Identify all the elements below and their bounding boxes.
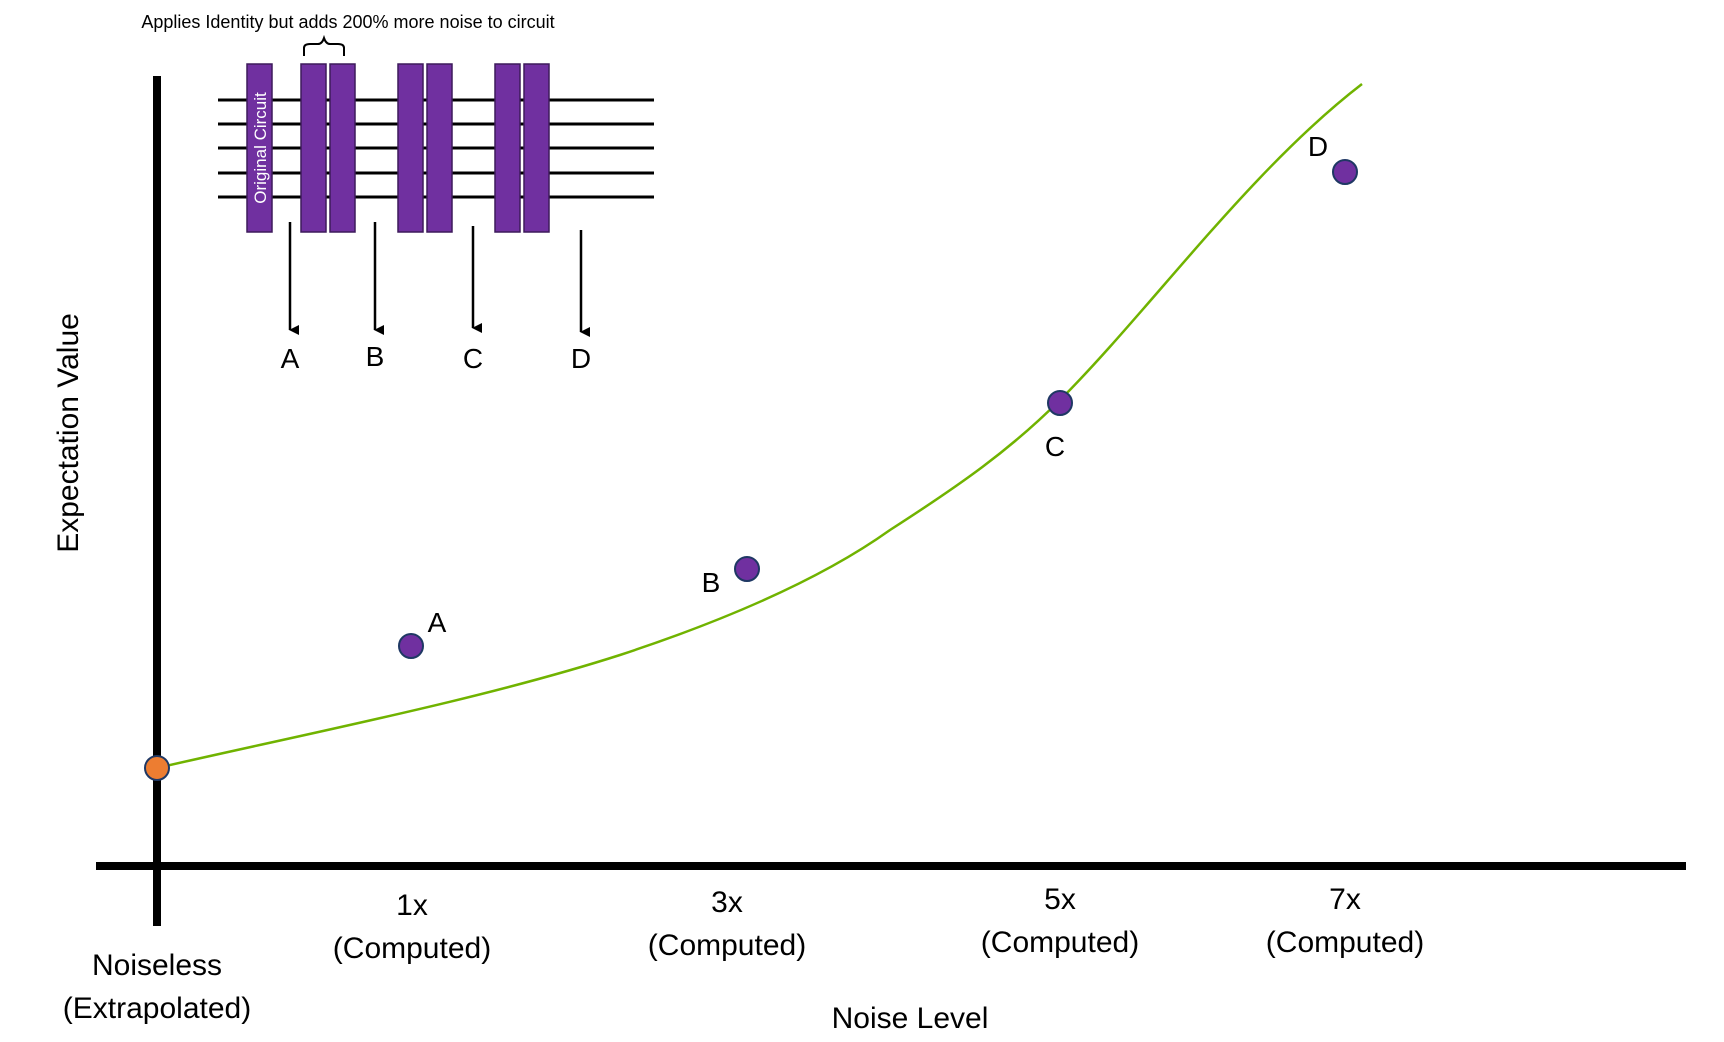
gate-block <box>300 63 327 233</box>
identity-gates <box>300 63 550 233</box>
x-axis-label: Noise Level <box>832 1002 989 1035</box>
gate-block <box>426 63 453 233</box>
original-circuit-label: Original Circuit <box>251 92 270 204</box>
tick-label: (Computed) <box>1266 926 1424 959</box>
point-label-b: B <box>702 567 721 598</box>
tick-label: 3x <box>711 886 743 919</box>
point-labels: A B C D <box>428 131 1328 638</box>
tick-labels: Noiseless (Extrapolated) 1x (Computed) 3… <box>63 883 1424 1025</box>
tick-label: (Computed) <box>981 926 1139 959</box>
point-label-c: C <box>1045 431 1065 462</box>
gate-block <box>329 63 356 233</box>
circuit-inset: Applies Identity but adds 200% more nois… <box>141 12 654 374</box>
data-point-a <box>398 633 424 659</box>
point-label-d: D <box>1308 131 1328 162</box>
circuit-marker-c: C <box>463 343 483 374</box>
caption-brace <box>303 34 345 56</box>
tick-label: (Extrapolated) <box>63 992 251 1025</box>
data-points <box>144 159 1358 781</box>
tick-label: 7x <box>1329 883 1361 916</box>
noise-caption: Applies Identity but adds 200% more nois… <box>141 12 554 32</box>
tick-label: (Computed) <box>333 932 491 965</box>
point-label-a: A <box>428 607 447 638</box>
tick-label: 5x <box>1044 883 1076 916</box>
gate-block <box>397 63 424 233</box>
circuit-marker-d: D <box>571 343 591 374</box>
axes: Expectation Value Noise Level <box>52 76 1686 1035</box>
circuit-marker-b: B <box>366 341 385 372</box>
tick-label: Noiseless <box>92 949 222 982</box>
tick-label: 1x <box>396 889 428 922</box>
tick-label: (Computed) <box>648 929 806 962</box>
gate-block <box>494 63 521 233</box>
data-point-c <box>1047 390 1073 416</box>
data-point-b <box>734 556 760 582</box>
fit-curve <box>156 83 1363 770</box>
original-circuit-block <box>246 63 273 233</box>
y-axis-label: Expectation Value <box>52 313 85 553</box>
circuit-cut-arrows <box>288 222 590 337</box>
gate-block <box>523 63 550 233</box>
data-point-d <box>1332 159 1358 185</box>
circuit-marker-a: A <box>281 343 300 374</box>
extrapolated-point <box>144 755 170 781</box>
